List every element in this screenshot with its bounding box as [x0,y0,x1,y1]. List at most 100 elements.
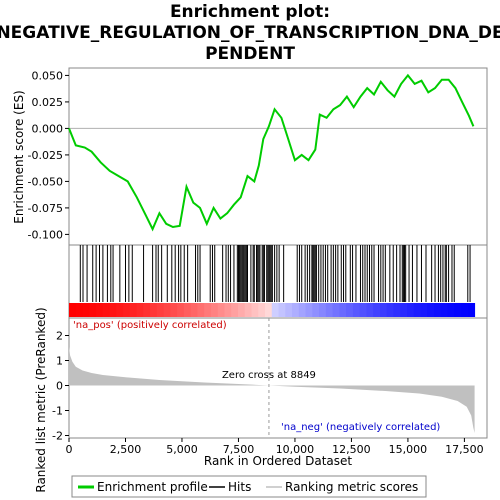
colorbar-segment [271,303,280,317]
es-panel-frame [68,67,488,246]
colorbar-segment [69,303,77,317]
chart-title-line-3: PENDENT [205,44,295,64]
es-y-tick-label: -0.050 [28,175,63,188]
colorbar-segment [373,303,381,317]
colorbar-segment [447,303,455,317]
colorbar-segment [359,303,367,317]
colorbar-segment [379,303,388,317]
chart-title-line-2: NEGATIVE_REGULATION_OF_TRANSCRIPTION_DNA… [0,23,500,43]
es-y-tick-label: 0.025 [32,96,64,109]
colorbar-segment [123,303,131,317]
colorbar-segment [440,303,449,317]
colorbar-segment [197,303,205,317]
colorbar-segment [406,303,415,317]
metric-y-tick-label: -1 [52,405,63,418]
colorbar-segment [258,303,266,317]
colorbar-segment [177,303,185,317]
colorbar-segment [461,303,469,317]
colorbar-segment [420,303,428,317]
metric-y-tick-label: 2 [56,330,63,343]
hit-markers [79,245,471,302]
colorbar-segment [454,303,462,317]
colorbar-segment [75,303,84,317]
x-tick-label: 15,000 [389,443,428,456]
es-y-tick-label: -0.075 [28,202,63,215]
legend-box [71,475,427,498]
es-y-tick-label: -0.025 [28,149,63,162]
x-tick-label: 12,500 [332,443,371,456]
x-tick-label: 7,500 [223,443,255,456]
colorbar-segment [292,303,300,317]
colorbar-segment [251,303,259,317]
rank-colorbar [69,303,476,317]
zero-cross-label: Zero cross at 8849 [222,370,316,381]
x-tick-label: 2,500 [110,443,142,456]
x-tick-label: 10,000 [276,443,315,456]
colorbar-segment [244,303,253,317]
colorbar-segment [305,303,313,317]
colorbar-segment [156,303,165,317]
es-y-tick-label: 0.050 [32,69,64,82]
metric-y-tick-label: -2 [52,430,63,443]
x-axis-label: Rank in Ordered Dataset [204,454,352,468]
colorbar-segment [434,303,442,317]
metric-y-tick-label: 0 [56,380,63,393]
colorbar-segment [312,303,320,317]
positive-correlation-label: 'na_pos' (positively correlated) [73,320,227,331]
colorbar-segment [150,303,158,317]
chart-title-line-1: Enrichment plot: [170,2,330,22]
colorbar-segment [102,303,111,317]
metric-panel-frame [68,317,488,439]
colorbar-segment [163,303,171,317]
metric-y-ticks: -2 -1 0 1 2 [52,330,69,443]
colorbar-segment [400,303,408,317]
colorbar-segment [265,303,273,317]
colorbar-segment [325,303,334,317]
colorbar-segment [413,303,421,317]
colorbar-segment [319,303,327,317]
colorbar-segment [183,303,192,317]
metric-y-axis-label: Ranked list metric (PreRanked) [34,307,48,492]
es-y-tick-label: 0.000 [32,122,64,135]
colorbar-segment [231,303,239,317]
colorbar-segment [467,303,476,317]
colorbar-segment [116,303,124,317]
colorbar-segment [332,303,340,317]
colorbar-segment [237,303,246,317]
colorbar-segment [204,303,212,317]
colorbar-segment [386,303,394,317]
enrichment-profile-line [68,73,475,232]
ranking-metric-area [69,346,475,433]
es-y-axis-label: Enrichment score (ES) [12,90,26,223]
colorbar-segment [82,303,90,317]
colorbar-segment [210,303,219,317]
colorbar-segment [339,303,347,317]
colorbar-segment [129,303,138,317]
es-y-tick-label: -0.100 [28,228,63,241]
colorbar-segment [136,303,144,317]
metric-y-tick-label: 1 [56,355,63,368]
colorbar-segment [427,303,435,317]
colorbar-segment [109,303,117,317]
colorbar-segment [143,303,151,317]
legend-profile-label: Enrichment profile [97,480,208,494]
negative-correlation-label: 'na_neg' (negatively correlated) [281,422,440,433]
colorbar-segment [96,303,104,317]
colorbar-segment [278,303,286,317]
legend-hits-label: Hits [228,480,251,494]
x-tick-label: 0 [66,443,73,456]
colorbar-segment [285,303,293,317]
x-axis-ticks: 0 2,500 5,000 7,500 10,000 12,500 15,000 17,500 [66,438,484,456]
colorbar-segment [346,303,354,317]
x-tick-label: 17,500 [445,443,484,456]
colorbar-segment [89,303,97,317]
colorbar-segment [352,303,361,317]
colorbar-segment [366,303,374,317]
x-tick-label: 5,000 [166,443,198,456]
colorbar-segment [170,303,178,317]
colorbar-segment [393,303,401,317]
colorbar-segment [190,303,198,317]
es-y-ticks: -0.100 -0.075 -0.050 -0.025 0.000 0.025 0.050 [28,69,69,241]
legend-metric-label: Ranking metric scores [285,480,418,494]
